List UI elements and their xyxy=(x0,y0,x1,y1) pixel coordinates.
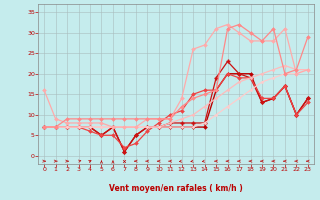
X-axis label: Vent moyen/en rafales ( km/h ): Vent moyen/en rafales ( km/h ) xyxy=(109,184,243,193)
